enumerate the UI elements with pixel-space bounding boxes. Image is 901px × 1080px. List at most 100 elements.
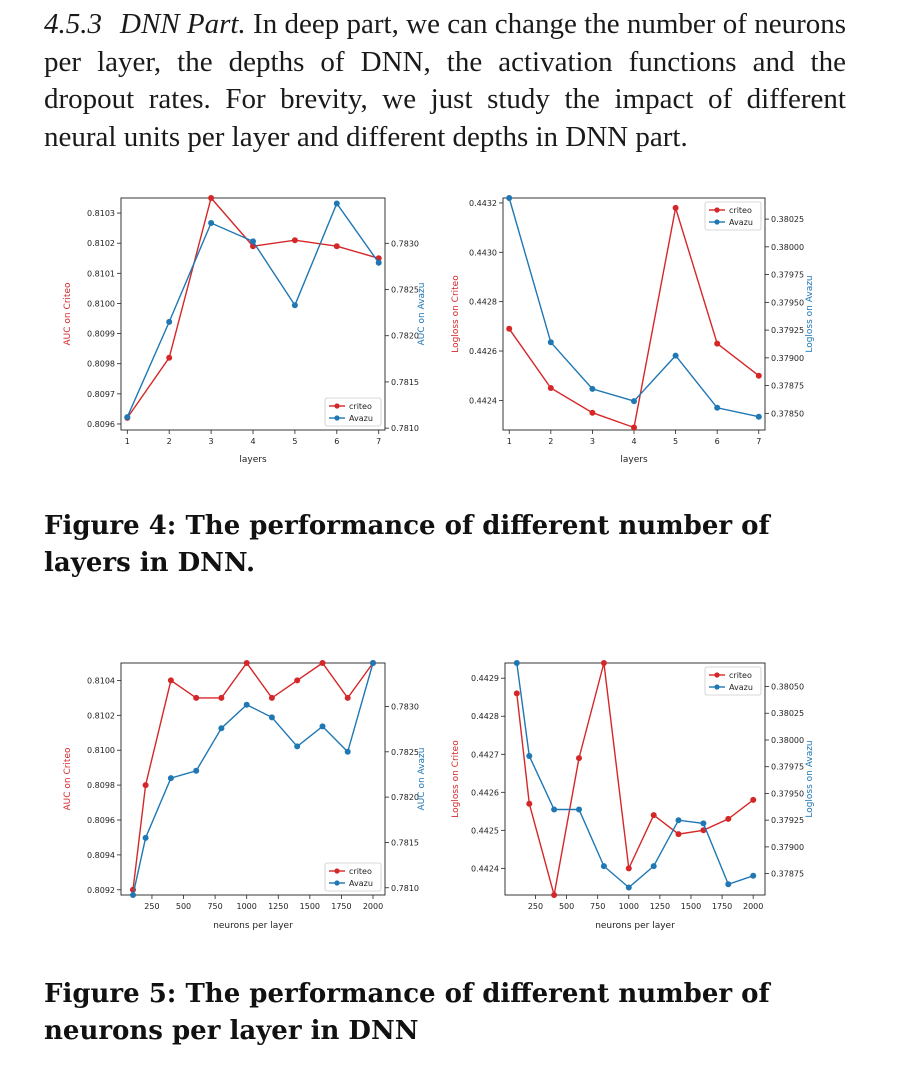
left-y-tick-label: 0.8101 — [87, 269, 115, 278]
data-point-avazu — [166, 318, 173, 325]
data-point-criteo — [625, 865, 632, 872]
data-point-criteo — [600, 660, 607, 666]
left-y-axis-label: Logloss on Criteo — [451, 275, 461, 353]
right-y-tick-label: 0.7810 — [391, 884, 419, 893]
data-point-avazu — [725, 881, 732, 888]
right-y-tick-label: 0.7815 — [391, 378, 419, 387]
left-y-tick-label: 0.8094 — [87, 851, 115, 860]
right-y-tick-label: 0.38025 — [771, 215, 804, 224]
left-y-tick-label: 0.8092 — [87, 886, 115, 895]
series-line-criteo — [508, 207, 760, 429]
legend-marker-criteo — [334, 868, 340, 874]
data-point-avazu — [625, 884, 632, 891]
figure5-caption: Figure 5: The performance of different n… — [44, 979, 770, 1046]
data-point-avazu — [142, 834, 149, 841]
plot-frame — [120, 662, 386, 896]
right-y-tick-label: 0.38000 — [771, 243, 804, 252]
data-point-avazu — [208, 220, 215, 226]
plot-frame — [504, 662, 766, 896]
right-y-tick-label: 0.7825 — [391, 286, 419, 295]
left-y-tick-label: 0.8099 — [87, 330, 115, 339]
data-point-avazu — [631, 398, 637, 405]
data-point-avazu — [755, 413, 762, 420]
left-y-axis-label: AUC on Criteo — [63, 747, 73, 811]
data-point-avazu — [589, 385, 596, 392]
data-point-criteo — [166, 354, 173, 361]
legend-marker-avazu — [334, 880, 340, 886]
data-point-avazu — [250, 238, 256, 245]
left-y-tick-label: 0.8097 — [87, 390, 115, 399]
data-point-criteo — [193, 694, 200, 701]
data-point-criteo — [294, 677, 301, 684]
x-axis-label: layers — [239, 455, 267, 465]
right-y-axis-label: AUC on Avazu — [417, 283, 427, 346]
data-point-criteo — [319, 660, 326, 666]
data-point-criteo — [344, 694, 351, 701]
data-point-criteo — [513, 690, 520, 697]
data-point-criteo — [675, 831, 682, 838]
x-tick-label: 4 — [250, 437, 255, 446]
legend-label-criteo: criteo — [349, 402, 372, 411]
data-point-avazu — [375, 259, 382, 266]
x-tick-label: 250 — [144, 902, 159, 911]
legend-marker-avazu — [714, 684, 720, 690]
x-tick-label: 1500 — [300, 902, 320, 911]
right-y-axis-label: Logloss on Avazu — [805, 740, 815, 817]
fig4-left-chart: 1 2 3 4 5 6 7 0.8096 0.8097 0.8098 0.8099 0.8100 0.8… — [63, 195, 427, 465]
data-point-criteo — [650, 812, 657, 819]
data-point-criteo — [551, 892, 558, 898]
x-tick-label: 2 — [167, 437, 172, 446]
legend-label-avazu: Avazu — [729, 218, 753, 227]
data-point-criteo — [243, 660, 250, 666]
right-y-axis-label: AUC on Avazu — [417, 748, 427, 811]
right-y-tick-label: 0.37975 — [771, 271, 804, 280]
data-point-avazu — [750, 872, 757, 879]
section-title: DNN Part. — [120, 8, 246, 40]
legend-label-criteo: criteo — [729, 671, 752, 680]
x-tick-label: 1500 — [681, 902, 701, 911]
data-point-avazu — [243, 701, 250, 708]
x-tick-label: 500 — [176, 902, 191, 911]
data-point-avazu — [700, 820, 707, 827]
data-point-avazu — [268, 714, 275, 721]
x-tick-label: 250 — [528, 902, 543, 911]
fig5-right-chart: 250 500 750 1000 1250 1500 1750 2000 0.4424 0.442… — [451, 660, 815, 931]
data-point-avazu — [714, 404, 721, 411]
left-y-tick-label: 0.8100 — [87, 299, 115, 308]
data-point-criteo — [750, 796, 757, 803]
x-tick-label: 6 — [715, 437, 720, 446]
x-axis-label: layers — [620, 455, 648, 465]
data-point-avazu — [513, 660, 520, 666]
right-y-tick-label: 0.7830 — [391, 239, 419, 248]
left-y-tick-label: 0.8096 — [87, 420, 115, 429]
left-y-tick-label: 0.4426 — [469, 347, 497, 356]
x-tick-label: 1 — [125, 437, 130, 446]
right-y-tick-label: 0.37875 — [771, 870, 804, 879]
section-paragraph: 4.5.3 DNN Part. In deep part, we can chan… — [44, 6, 846, 156]
data-point-criteo — [291, 237, 298, 244]
data-point-avazu — [675, 817, 682, 824]
data-point-criteo — [631, 424, 637, 431]
x-tick-label: 4 — [631, 437, 636, 446]
data-point-avazu — [576, 806, 582, 813]
data-point-avazu — [124, 414, 131, 421]
left-y-tick-label: 0.8102 — [87, 239, 115, 248]
right-y-tick-label: 0.7820 — [391, 793, 419, 802]
right-y-tick-label: 0.38000 — [771, 736, 804, 745]
data-point-avazu — [344, 748, 351, 755]
legend-label-avazu: Avazu — [729, 683, 753, 692]
left-y-tick-label: 0.4432 — [469, 199, 497, 208]
right-y-tick-label: 0.7825 — [391, 748, 419, 757]
data-point-criteo — [167, 677, 174, 684]
data-point-criteo — [576, 755, 582, 762]
legend-marker-criteo — [714, 207, 720, 213]
data-point-criteo — [218, 694, 225, 701]
data-point-avazu — [218, 725, 225, 732]
x-tick-label: 500 — [559, 902, 574, 911]
x-tick-label: 5 — [292, 437, 297, 446]
legend-marker-criteo — [714, 672, 720, 678]
left-y-tick-label: 0.4427 — [471, 750, 499, 759]
left-y-tick-label: 0.4428 — [469, 298, 497, 307]
right-y-tick-label: 0.37950 — [771, 789, 804, 798]
data-point-avazu — [551, 806, 558, 813]
